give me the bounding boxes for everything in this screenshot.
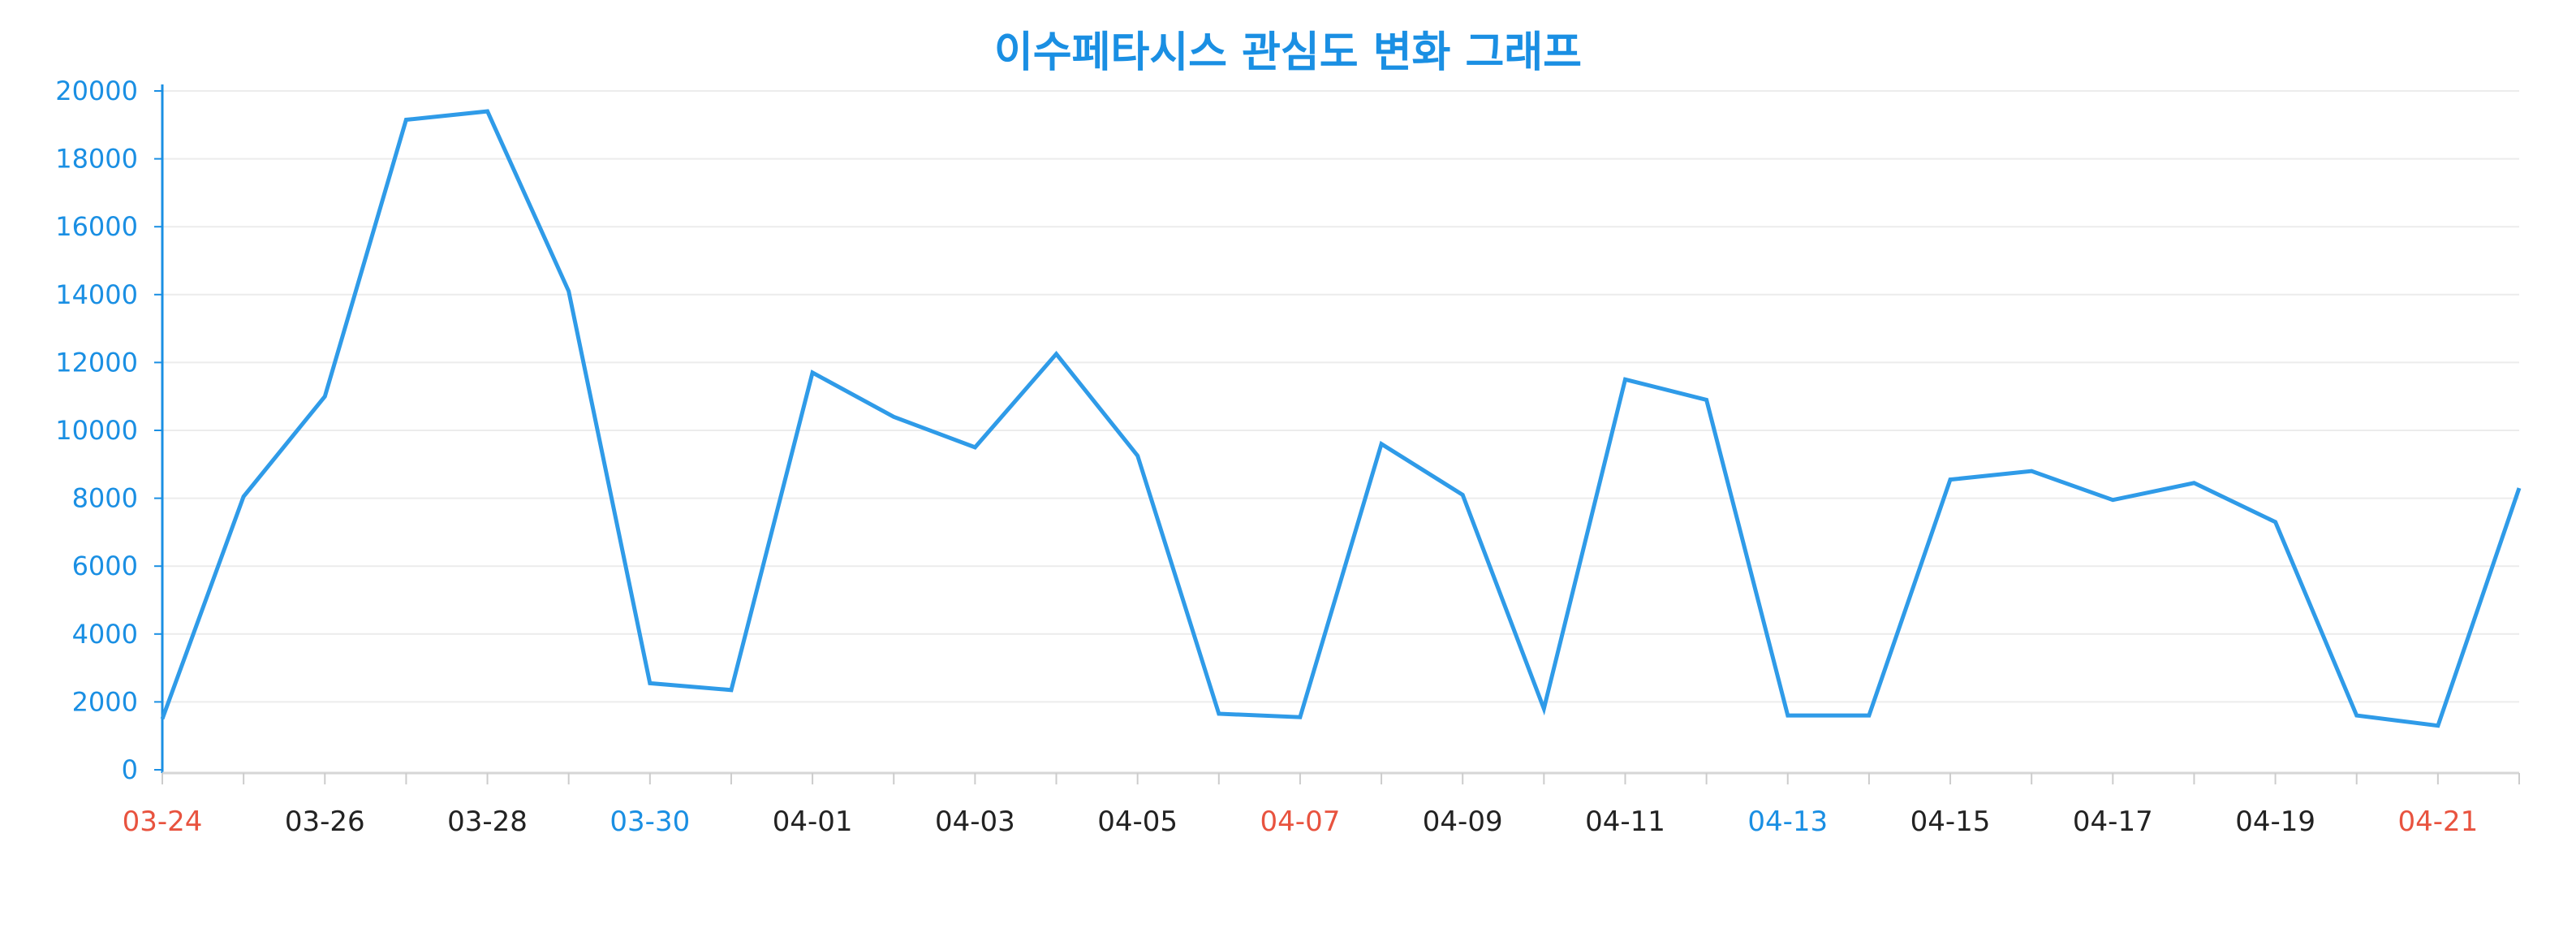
data-point (2354, 713, 2359, 718)
x-tick-label: 04-13 (1747, 806, 1828, 838)
x-tick-label: 03-24 (123, 806, 203, 838)
x-tick-label: 04-03 (935, 806, 1015, 838)
chart-title: 이수페타시스 관심도 변화 그래프 (993, 28, 1583, 77)
x-tick-label: 04-05 (1097, 806, 1178, 838)
data-point (2273, 520, 2278, 525)
data-point (322, 394, 327, 399)
data-point (648, 680, 653, 685)
y-tick-label: 10000 (55, 415, 138, 446)
data-point (810, 370, 815, 375)
y-tick-label: 14000 (55, 279, 138, 310)
data-point (1948, 477, 1953, 482)
y-tick-label: 8000 (72, 483, 138, 514)
x-tick-label: 04-17 (2073, 806, 2153, 838)
data-point (485, 109, 490, 114)
x-tick-label: 04-15 (1910, 806, 1991, 838)
data-point (1135, 453, 1140, 458)
data-point (403, 118, 408, 123)
x-tick-label: 04-11 (1585, 806, 1665, 838)
y-tick-label: 20000 (55, 76, 138, 106)
y-tick-label: 2000 (72, 686, 138, 717)
data-point (2436, 724, 2440, 728)
data-point (972, 445, 977, 450)
y-tick-label: 18000 (55, 144, 138, 175)
x-tick-label: 04-19 (2235, 806, 2315, 838)
data-point (2029, 469, 2034, 473)
y-tick-label: 6000 (72, 551, 138, 581)
y-tick-label: 16000 (55, 211, 138, 242)
data-point (2191, 481, 2196, 486)
x-tick-label: 04-01 (773, 806, 853, 838)
data-point (1379, 442, 1384, 447)
x-tick-label: 04-07 (1260, 806, 1341, 838)
series-line (160, 109, 2522, 728)
data-point (241, 495, 246, 499)
x-tick-label: 04-21 (2397, 806, 2478, 838)
y-tick-label: 0 (122, 754, 138, 785)
data-point (2517, 486, 2522, 490)
data-point (1704, 397, 1709, 402)
data-point (2110, 498, 2115, 503)
data-point (566, 289, 571, 294)
data-point (1298, 715, 1303, 719)
y-tick-label: 12000 (55, 347, 138, 378)
data-point (1541, 706, 1546, 711)
data-point (1217, 711, 1221, 716)
data-point (1786, 713, 1790, 718)
data-point (1867, 713, 1872, 718)
x-tick-label: 03-26 (285, 806, 365, 838)
data-point (1622, 377, 1627, 382)
data-point (160, 716, 165, 721)
y-tick-label: 4000 (72, 619, 138, 650)
x-tick-label: 03-30 (610, 806, 690, 838)
x-tick-label: 03-28 (447, 806, 528, 838)
data-point (1054, 352, 1059, 356)
data-point (1460, 492, 1465, 497)
data-point (729, 688, 734, 693)
x-tick-label: 04-09 (1423, 806, 1503, 838)
data-point (891, 414, 896, 419)
